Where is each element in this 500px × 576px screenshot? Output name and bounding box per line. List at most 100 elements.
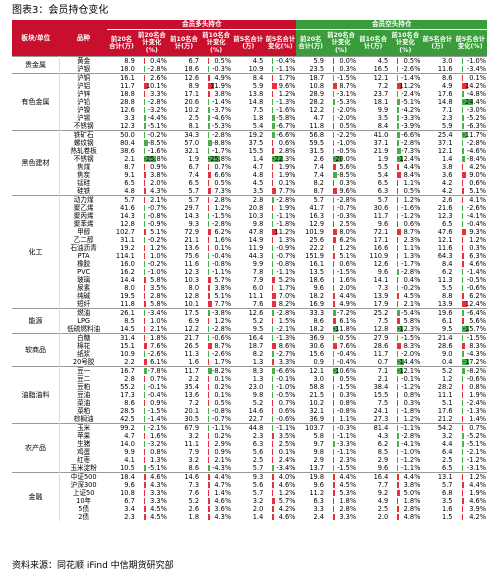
change-cell: 1.3% (264, 236, 296, 244)
change-value: -0.8% (337, 407, 357, 415)
position-value: 0.7 (377, 358, 389, 366)
change-bar (143, 172, 146, 178)
position-value: 33.3 (296, 308, 326, 317)
change-bar (208, 164, 210, 170)
change-cell: 1.5% (264, 317, 296, 325)
change-cell: 8.6% (264, 342, 296, 350)
change-bar (397, 482, 400, 488)
change-value: 1.6% (339, 276, 357, 284)
change-cell: -7.8% (135, 366, 168, 375)
change-cell: -2.8% (454, 139, 487, 147)
change-bar (461, 482, 464, 488)
change-value: -0.7% (212, 415, 232, 423)
change-bar (208, 351, 210, 357)
product-name: 豆油 (77, 391, 91, 399)
table-row: 金融 中证500 18.4 4.6% 14.6 4.4% 9.3 4.0% 19.8 4.4% 16… (12, 472, 487, 521)
table-row: 能源 燃油 26.1 -3.4% 17.5 -3.8% 12.6 -2.8% 33.3 -7.2%… (12, 308, 487, 334)
position-value: 1.5 (442, 513, 453, 521)
change-bar (272, 115, 275, 121)
position-value: 8.2 (313, 179, 325, 187)
position-value: 15.1 (120, 342, 135, 350)
change-bar (208, 425, 210, 431)
change-bar (333, 107, 335, 113)
position-value: 4.2 (442, 187, 453, 195)
change-bar (333, 318, 336, 324)
change-cell: -1.2% (389, 456, 421, 464)
change-cell: -2.6% (136, 350, 168, 358)
change-cell: 0.3% (454, 244, 487, 252)
change-bar (272, 310, 274, 316)
change-value: 5.7% (278, 497, 296, 505)
change-bar (333, 156, 343, 162)
change-cell: 8.3% (389, 342, 421, 350)
change-cell: 4.4% (325, 472, 358, 481)
change-value: 1.1% (339, 415, 357, 423)
position-value: 25.2 (357, 308, 390, 317)
position-value: 21.7 (167, 333, 201, 342)
change-cell: -2.8% (389, 268, 421, 276)
change-bar (272, 293, 276, 299)
change-bar (208, 180, 210, 186)
change-bar (272, 498, 275, 504)
change-bar (208, 132, 210, 138)
change-cell: -2.8% (264, 308, 297, 317)
change-cell: -1.2% (389, 212, 421, 220)
table-row: 苹果 4.7 1.6% 3.2 0.2% 2.3 3.5% 5.8 -1.1% 4.3 -2.8% 3… (12, 432, 487, 440)
position-value: 2.3 (442, 114, 453, 122)
change-cell: 0.3% (325, 65, 357, 74)
position-value: 3.2 (188, 432, 200, 440)
position-value: 1.4 (252, 155, 264, 163)
change-cell: 0.6% (454, 179, 487, 187)
position-value: 11.2 (309, 489, 325, 497)
change-value: 5.8% (150, 300, 167, 308)
change-value: -2.1% (466, 448, 486, 456)
change-cell: -12.1% (389, 366, 422, 375)
change-value: 1.2% (339, 244, 357, 252)
change-value: 1.2% (278, 489, 296, 497)
change-value: -10.6% (332, 366, 357, 375)
position-value: 6.2 (442, 268, 453, 276)
position-value: 5.7 (167, 195, 201, 204)
change-value: 4.2% (469, 513, 486, 521)
position-value: 21.6 (437, 204, 453, 212)
header-short-col: 前5名合计变化(%) (453, 29, 487, 57)
change-value: -1.6% (147, 147, 167, 155)
change-cell: 6.2% (454, 292, 487, 300)
change-bar (333, 441, 335, 447)
position-value: 9.8 (252, 391, 264, 399)
table-row: LPG 8.5 1.0% 6.9 1.2% 5.2 1.5% 8.6 6.1% 7.5 5.8% 6.… (12, 317, 487, 325)
position-value: 14.8 (437, 98, 453, 106)
change-cell: 2.8% (200, 195, 233, 204)
change-value: -5.3% (337, 98, 357, 106)
change-bar (208, 172, 212, 178)
change-bar (143, 506, 146, 512)
change-cell: 1.2% (389, 195, 422, 204)
change-cell: 4.4% (325, 292, 357, 300)
change-cell: 5.1% (454, 187, 487, 196)
change-cell: 0.8% (454, 383, 487, 391)
change-bar (397, 293, 400, 299)
sector-label: 黑色建材 (12, 130, 61, 196)
change-bar (461, 91, 464, 97)
change-value: 5.8% (150, 276, 167, 284)
change-value: -1.0% (401, 448, 421, 456)
change-value: -0.6% (212, 333, 232, 342)
change-bar (272, 335, 274, 341)
position-value: 13.6 (184, 244, 200, 252)
change-value: -11.7% (462, 130, 486, 139)
change-bar (461, 140, 463, 146)
change-bar (333, 269, 335, 275)
change-cell: 0.7% (264, 399, 296, 407)
change-cell: -0.5% (264, 391, 296, 399)
change-value: -1.4% (212, 98, 232, 106)
change-value: -3.0% (466, 106, 486, 114)
change-bar (397, 465, 399, 471)
change-bar (333, 58, 335, 64)
change-cell: -1.1% (389, 464, 421, 473)
position-value: 11.3 (184, 350, 200, 358)
position-value: 24.1 (373, 407, 389, 415)
change-value: -3.2% (147, 106, 167, 114)
product-name: 菜油 (77, 399, 91, 407)
change-value: 1.9% (278, 204, 296, 212)
position-value: 7.5 (252, 106, 264, 114)
